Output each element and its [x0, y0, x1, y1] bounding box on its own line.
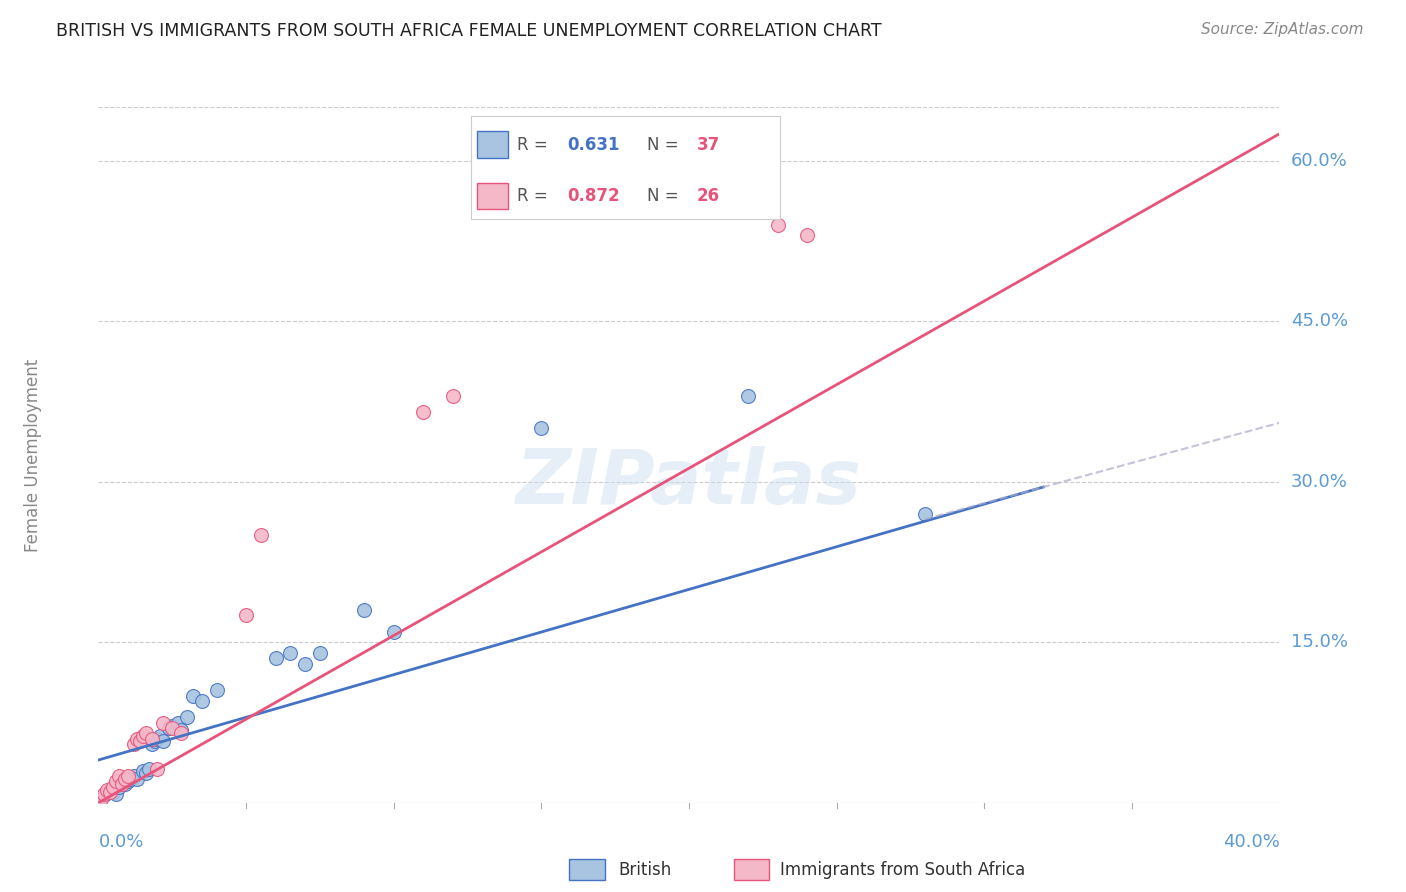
Point: [141, 731, 163, 746]
Point: [737, 389, 759, 403]
Point: [441, 389, 464, 403]
Text: N =: N =: [647, 187, 685, 205]
Point: [103, 785, 125, 799]
Point: [93, 787, 115, 801]
Point: [152, 733, 174, 747]
Point: [96, 783, 118, 797]
Text: 60.0%: 60.0%: [1291, 152, 1347, 169]
Point: [125, 772, 148, 787]
Point: [162, 721, 183, 735]
Point: [167, 715, 190, 730]
Text: ZIPatlas: ZIPatlas: [516, 446, 862, 520]
Point: [170, 723, 193, 737]
Point: [122, 737, 145, 751]
Text: 0.872: 0.872: [567, 187, 620, 205]
Bar: [477, 183, 508, 210]
Point: [96, 786, 118, 800]
Point: [98, 783, 121, 797]
Text: British: British: [619, 861, 672, 879]
Point: [93, 789, 115, 803]
Point: [382, 624, 405, 639]
Point: [90, 790, 112, 805]
Point: [108, 769, 131, 783]
Point: [205, 683, 228, 698]
Text: BRITISH VS IMMIGRANTS FROM SOUTH AFRICA FEMALE UNEMPLOYMENT CORRELATION CHART: BRITISH VS IMMIGRANTS FROM SOUTH AFRICA …: [56, 22, 882, 40]
Text: N =: N =: [647, 136, 685, 153]
Point: [132, 764, 155, 778]
Point: [90, 791, 112, 805]
Point: [103, 780, 125, 794]
Point: [105, 774, 128, 789]
Text: R =: R =: [517, 187, 554, 205]
Point: [914, 507, 936, 521]
Text: Female Unemployment: Female Unemployment: [24, 359, 42, 551]
Text: 26: 26: [697, 187, 720, 205]
Point: [143, 733, 166, 747]
Point: [181, 689, 204, 703]
Point: [162, 719, 183, 733]
Point: [98, 785, 121, 799]
Point: [149, 730, 172, 744]
Point: [152, 715, 174, 730]
Point: [294, 657, 316, 671]
Point: [111, 776, 134, 790]
Point: [146, 762, 169, 776]
Point: [125, 731, 148, 746]
Text: 37: 37: [697, 136, 720, 153]
Point: [117, 774, 139, 789]
Point: [132, 730, 155, 744]
Point: [120, 772, 142, 787]
Point: [264, 651, 287, 665]
Point: [122, 769, 145, 783]
Point: [278, 646, 302, 660]
Text: 45.0%: 45.0%: [1291, 312, 1348, 330]
Point: [530, 421, 553, 435]
Text: Immigrants from South Africa: Immigrants from South Africa: [780, 861, 1025, 879]
Point: [138, 762, 160, 776]
Point: [146, 731, 169, 746]
Point: [128, 733, 150, 747]
Point: [108, 780, 131, 794]
Point: [135, 765, 157, 780]
Text: 0.631: 0.631: [567, 136, 620, 153]
Point: [191, 694, 214, 708]
Point: [796, 228, 818, 243]
Point: [117, 769, 139, 783]
Point: [114, 772, 136, 787]
Point: [135, 726, 157, 740]
Text: R =: R =: [517, 136, 554, 153]
Point: [309, 646, 332, 660]
Point: [353, 603, 375, 617]
Text: 15.0%: 15.0%: [1291, 633, 1347, 651]
Point: [157, 721, 180, 735]
Point: [176, 710, 198, 724]
Point: [235, 608, 257, 623]
Text: Source: ZipAtlas.com: Source: ZipAtlas.com: [1201, 22, 1364, 37]
Point: [766, 218, 789, 232]
Point: [412, 405, 434, 419]
Point: [105, 787, 128, 801]
Point: [114, 776, 136, 790]
Text: 40.0%: 40.0%: [1223, 833, 1279, 851]
Point: [141, 737, 163, 751]
Bar: [477, 131, 508, 158]
Point: [250, 528, 273, 542]
Text: 30.0%: 30.0%: [1291, 473, 1347, 491]
Point: [170, 726, 193, 740]
Text: 0.0%: 0.0%: [98, 833, 143, 851]
